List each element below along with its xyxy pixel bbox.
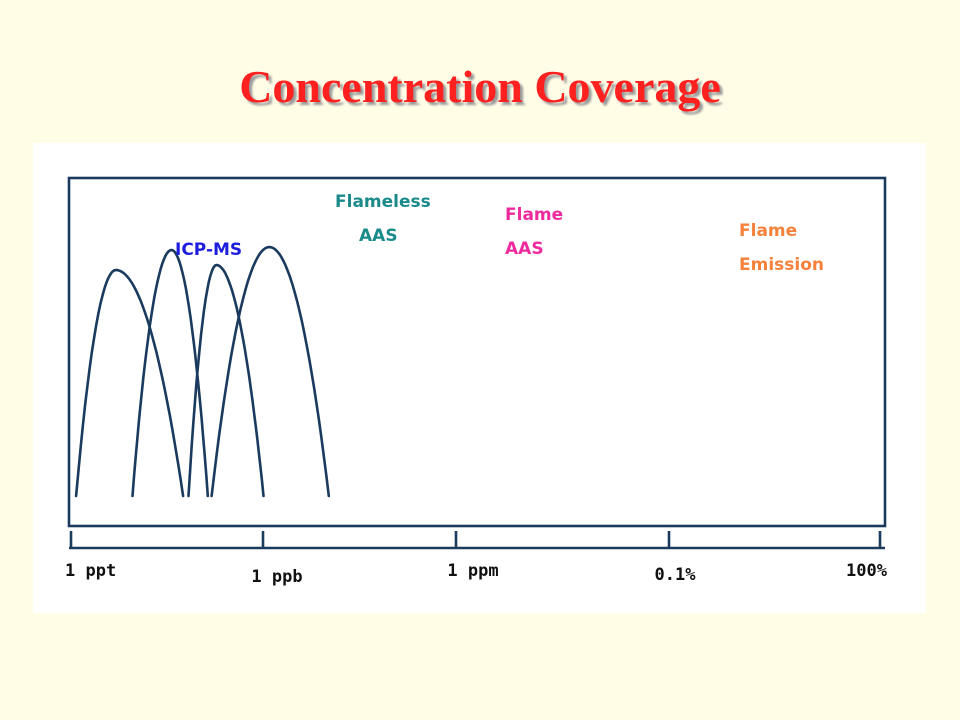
curve-flameless-aas bbox=[131, 248, 210, 498]
label-line: AAS bbox=[359, 226, 398, 246]
curve-flame-emission bbox=[210, 245, 331, 498]
slide-title: Concentration Coverage bbox=[239, 61, 721, 112]
x-tick-label-4: 100% bbox=[846, 561, 888, 581]
x-tick-label-0: 1 ppt bbox=[65, 561, 116, 581]
label-icp-ms: ICP-MS bbox=[175, 240, 242, 260]
label-line: Flame bbox=[739, 221, 797, 241]
label-line: AAS bbox=[505, 239, 544, 259]
label-line: Emission bbox=[739, 255, 824, 275]
x-ticks: 1 ppt 1 ppb 1 ppm 0.1% 100% bbox=[65, 531, 888, 587]
label-flameless-aas: Flameless AAS bbox=[335, 192, 431, 246]
x-tick-label-1: 1 ppb bbox=[251, 567, 302, 587]
curve-flame-aas bbox=[187, 263, 265, 498]
curve-icp-ms bbox=[74, 268, 185, 498]
x-tick-label-3: 0.1% bbox=[655, 565, 697, 585]
chart-svg: 1 ppt 1 ppb 1 ppm 0.1% 100% ICP-MS Flameless A… bbox=[65, 176, 888, 587]
x-tick-label-2: 1 ppm bbox=[447, 561, 498, 581]
coverage-curves bbox=[74, 245, 331, 498]
label-line: Flame bbox=[505, 205, 563, 225]
label-line: ICP-MS bbox=[175, 240, 242, 260]
chart-panel: 1 ppt 1 ppb 1 ppm 0.1% 100% ICP-MS Flameless A… bbox=[33, 143, 926, 613]
label-flame-aas: Flame AAS bbox=[505, 205, 563, 259]
label-flame-emission: Flame Emission bbox=[739, 221, 824, 275]
series-labels: ICP-MS Flameless AAS Flame AAS Flame Emission bbox=[175, 192, 824, 275]
plot-frame bbox=[67, 176, 887, 528]
label-line: Flameless bbox=[335, 192, 431, 212]
